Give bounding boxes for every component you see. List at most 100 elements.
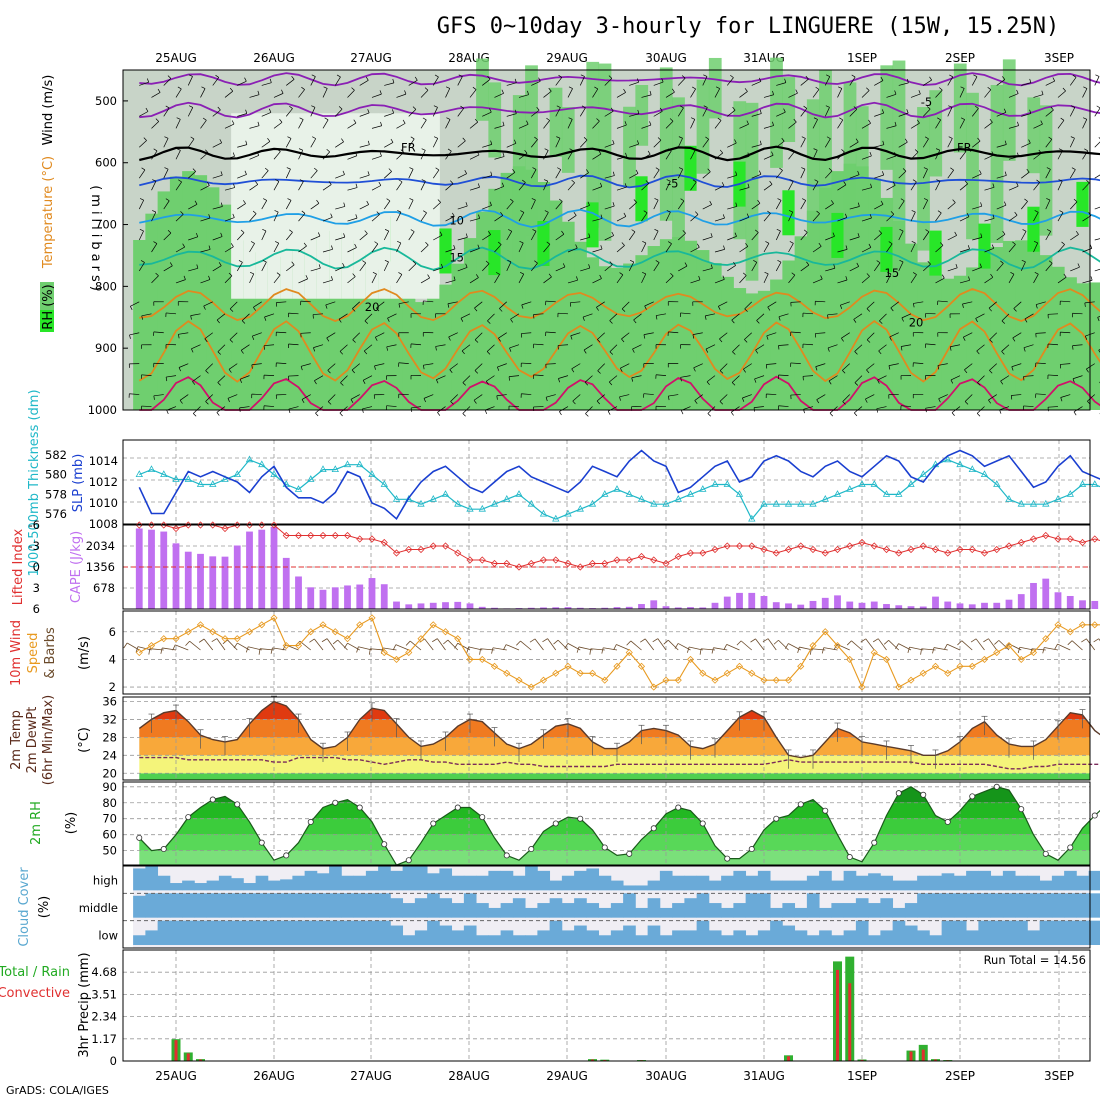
wind-speed-marker bbox=[515, 676, 523, 684]
wind-barb-flag bbox=[1034, 210, 1039, 213]
wind-barb-shaft bbox=[776, 111, 786, 117]
wind-barb-flag bbox=[902, 168, 907, 172]
cloud-low-cell bbox=[610, 930, 624, 945]
wind-barb-shaft bbox=[984, 218, 995, 222]
wind-barb-flag bbox=[1048, 260, 1053, 264]
wind-barb-shaft bbox=[200, 217, 211, 222]
rh-marker bbox=[748, 846, 755, 853]
wind-barb-shaft bbox=[533, 343, 544, 346]
wind-barb-flag bbox=[640, 638, 646, 643]
wind-barb-shaft bbox=[300, 332, 311, 334]
wind-barb-flag bbox=[544, 210, 549, 213]
wind-barb-flag bbox=[803, 229, 808, 233]
wind-barb-shaft bbox=[1023, 375, 1034, 377]
pressure-tick-label: 800 bbox=[95, 279, 117, 293]
thickness-marker bbox=[821, 494, 829, 502]
wind-barb-flag bbox=[845, 245, 848, 250]
wind-barb-flag bbox=[576, 646, 580, 653]
wind-barb-flag bbox=[923, 198, 928, 201]
wind-barb-shaft bbox=[432, 76, 439, 86]
wind-barb-flag bbox=[670, 272, 674, 277]
cloud-high-cell bbox=[390, 870, 404, 891]
wind-barb-shaft bbox=[175, 150, 181, 160]
isotherm-label: 15 bbox=[449, 251, 464, 265]
wind-barb-shaft bbox=[557, 312, 569, 315]
cloud-high-cell bbox=[1015, 875, 1028, 891]
wind-barb-flag bbox=[643, 334, 646, 339]
wind-barb-shaft bbox=[837, 119, 844, 129]
wind-barb-flag bbox=[317, 232, 321, 237]
wind-barb-shaft bbox=[335, 206, 345, 210]
wind-barb-flag bbox=[992, 214, 995, 219]
wind-barb-flag bbox=[698, 275, 701, 280]
wind-barb-flag bbox=[642, 241, 647, 244]
wind-barb-shaft bbox=[286, 79, 295, 86]
lifted-index-marker bbox=[931, 545, 940, 554]
wind-barb-flag bbox=[964, 369, 968, 374]
wind-barb-flag bbox=[267, 138, 271, 142]
cloud-high-cell bbox=[476, 875, 489, 891]
wind-barb-shaft bbox=[364, 313, 373, 322]
wind-barb-flag bbox=[205, 149, 209, 153]
wind-barb-shaft bbox=[298, 150, 304, 160]
cloud-middle-cell bbox=[659, 907, 673, 918]
wind-barb-shaft bbox=[163, 265, 173, 272]
wind-barb-shaft bbox=[641, 154, 651, 160]
cloud-middle-cell bbox=[586, 903, 600, 918]
wind-barb-shaft bbox=[726, 644, 740, 651]
wind-barb-shaft bbox=[644, 301, 654, 307]
wind-barb-flag bbox=[594, 86, 598, 90]
cape-bar bbox=[736, 592, 743, 609]
wind-barb-shaft bbox=[886, 214, 895, 222]
wind-barb-flag bbox=[747, 152, 750, 157]
lifted-index-marker bbox=[343, 531, 352, 540]
wind-barb-shaft bbox=[641, 124, 652, 129]
wind-barb-shaft bbox=[469, 89, 477, 98]
rh-marker bbox=[699, 820, 706, 827]
wind-barb-shaft bbox=[249, 125, 260, 129]
wind-barb-flag bbox=[977, 382, 981, 386]
wind-barb-flag bbox=[245, 109, 248, 114]
wind-barb-shaft bbox=[988, 394, 997, 401]
wind-barb-flag bbox=[183, 275, 186, 280]
wind-barb-shaft bbox=[567, 215, 577, 222]
wind-barb-shaft bbox=[890, 301, 899, 309]
cloud-high-cell bbox=[696, 875, 710, 891]
wind-barb-shaft bbox=[423, 394, 434, 399]
wind-barb-shaft bbox=[665, 150, 672, 160]
lifted-index-marker bbox=[662, 559, 670, 568]
cloud-high-cell bbox=[500, 870, 514, 891]
wind-speed-marker bbox=[454, 635, 462, 643]
wind-barb-shaft bbox=[545, 331, 556, 334]
wind-barb-flag bbox=[690, 117, 695, 120]
wind-barb-shaft bbox=[530, 139, 538, 148]
wind-barb-shaft bbox=[1057, 150, 1063, 160]
wind-barb-flag bbox=[452, 212, 455, 217]
wind-frame bbox=[122, 610, 1091, 695]
wind-speed-marker bbox=[858, 683, 866, 691]
cloud-high-cell bbox=[329, 866, 342, 891]
pressure-tick-label: 500 bbox=[95, 94, 117, 108]
wind-barb-flag bbox=[241, 320, 246, 324]
wind-barb-shaft bbox=[1045, 169, 1051, 179]
wind-barb-shaft bbox=[776, 82, 786, 86]
slp-tick-label: 1008 bbox=[89, 517, 118, 531]
wind-barb-flag bbox=[939, 242, 944, 246]
wind-speed-marker bbox=[833, 642, 842, 650]
isotherm-label: -5 bbox=[921, 95, 932, 109]
cape-bar bbox=[380, 584, 388, 609]
wind-barb-shaft bbox=[766, 332, 777, 337]
rh-dry-area bbox=[414, 113, 428, 299]
wind-barb-shaft bbox=[714, 249, 725, 253]
wind-barb-shaft bbox=[800, 108, 808, 117]
wind-barb-flag bbox=[988, 399, 992, 404]
wind-barb-flag bbox=[148, 648, 151, 655]
rh-marker bbox=[650, 825, 657, 832]
cloud-middle-cell bbox=[549, 898, 563, 918]
wind-barb-shaft bbox=[827, 313, 838, 316]
cloud-low-cell bbox=[708, 930, 722, 945]
cloud-low-cell bbox=[218, 920, 232, 945]
rh-saturated-cell bbox=[782, 190, 795, 236]
wind-barb-shaft bbox=[505, 644, 520, 651]
thickness-tick-label: 582 bbox=[45, 448, 67, 462]
